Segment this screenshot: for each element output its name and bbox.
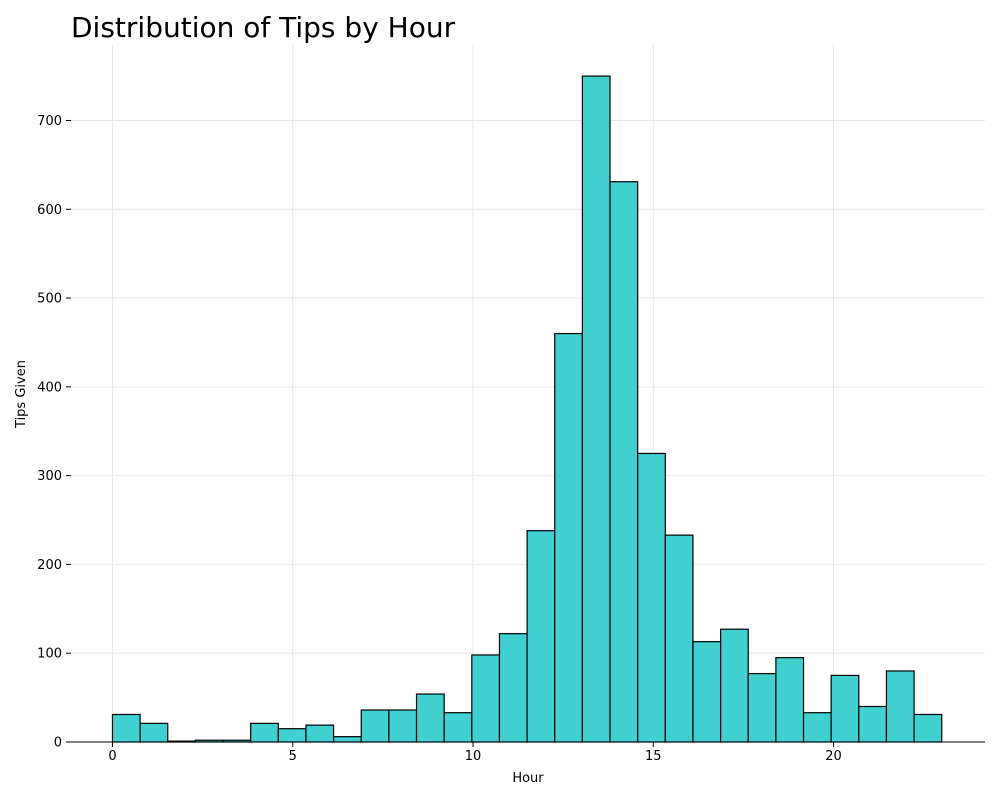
y-tick-label-5: 500 (37, 292, 62, 307)
histogram-bar-5 (250, 722, 279, 743)
y-tick-label-0: 0 (54, 736, 62, 751)
histogram-bar-1 (139, 722, 169, 743)
y-axis-label: Tips Given (14, 360, 29, 429)
histogram-bar-11 (415, 693, 445, 743)
y-tick-label-4: 400 (37, 380, 62, 395)
y-tick-label-1: 100 (37, 647, 62, 662)
histogram-bar-0 (111, 713, 141, 743)
histogram-bar-23 (747, 673, 777, 743)
histogram-bar-15 (526, 530, 556, 743)
histogram-bar-10 (388, 709, 418, 743)
histogram-bar-28 (885, 670, 915, 743)
histogram-bar-19 (637, 452, 666, 743)
y-tick-label-6: 600 (37, 203, 62, 218)
histogram-bar-26 (830, 674, 860, 743)
histogram-bar-25 (802, 712, 832, 743)
chart-title: Distribution of Tips by Hour (71, 11, 456, 44)
x-tick-label-1: 5 (289, 749, 297, 764)
histogram-bar-20 (664, 534, 694, 743)
bar-layer (111, 75, 943, 743)
y-tick-label-2: 200 (37, 558, 62, 573)
histogram-bar-17 (581, 75, 611, 743)
histogram-bar-27 (858, 705, 888, 743)
histogram-bar-21 (692, 641, 722, 743)
x-tick-label-3: 15 (645, 749, 662, 764)
histogram-bar-18 (609, 181, 639, 743)
x-tick-label-4: 20 (825, 749, 842, 764)
y-tick-label-7: 700 (37, 114, 62, 129)
histogram-bar-24 (775, 657, 805, 743)
histogram-bar-14 (498, 633, 528, 743)
histogram-bar-7 (305, 724, 335, 743)
x-tick-label-0: 0 (108, 749, 116, 764)
histogram-bar-13 (471, 654, 501, 743)
histogram-bar-12 (443, 712, 473, 743)
histogram-bar-22 (719, 628, 749, 743)
histogram-bar-9 (360, 709, 390, 743)
histogram-bar-16 (554, 332, 583, 743)
histogram-bar-8 (333, 736, 362, 743)
x-tick-label-2: 10 (465, 749, 482, 764)
x-axis-label: Hour (512, 771, 544, 786)
histogram-bar-29 (913, 713, 943, 743)
histogram-bar-6 (277, 728, 307, 743)
y-tick-label-3: 300 (37, 469, 62, 484)
